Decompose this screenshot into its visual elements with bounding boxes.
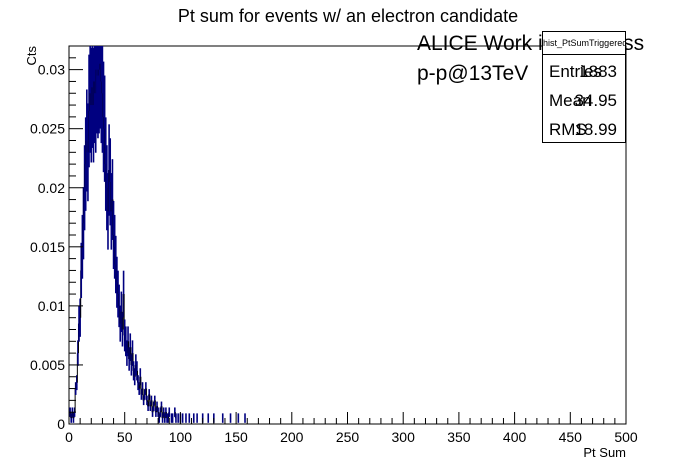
stats-mean-label: Mean (549, 91, 592, 110)
y-tick-label: 0.005 (30, 357, 65, 373)
stats-row-mean: Mean 34.95 (543, 86, 625, 115)
y-axis-label: Cts (24, 46, 39, 66)
y-tick-label: 0.025 (30, 121, 65, 137)
x-tick-label: 200 (280, 429, 304, 445)
chart-title: Pt sum for events w/ an electron candida… (177, 6, 519, 26)
y-tick-label: 0.03 (38, 62, 65, 78)
x-tick-label: 450 (559, 429, 583, 445)
stats-entries-value: 1883 (579, 62, 617, 81)
stats-rms-value: 18.99 (574, 120, 617, 139)
y-tick-label: 0 (57, 416, 65, 432)
x-tick-label: 500 (614, 429, 638, 445)
x-tick-label: 250 (336, 429, 360, 445)
stats-histogram-name: hist_PtSumTriggeredEMCJet (543, 32, 625, 55)
stats-box: hist_PtSumTriggeredEMCJet Entries 1883 M… (542, 31, 626, 143)
x-tick-label: 400 (503, 429, 527, 445)
x-tick-label: 350 (447, 429, 471, 445)
stats-mean-value: 34.95 (574, 91, 617, 110)
y-tick-label: 0.015 (30, 239, 65, 255)
x-tick-label: 0 (65, 429, 73, 445)
y-tick-label: 0.02 (38, 180, 65, 196)
x-tick-label: 300 (392, 429, 416, 445)
x-axis-label: Pt Sum (583, 445, 626, 460)
y-tick-label: 0.01 (38, 298, 65, 314)
annotation-collision: p-p@13TeV (417, 62, 529, 85)
stats-entries-label: Entries (549, 62, 602, 81)
x-tick-label: 100 (169, 429, 193, 445)
x-tick-label: 50 (117, 429, 133, 445)
stats-row-rms: RMS 18.99 (543, 115, 625, 144)
x-tick-label: 150 (224, 429, 248, 445)
stats-rms-label: RMS (549, 120, 587, 139)
stats-row-entries: Entries 1883 (543, 57, 625, 86)
